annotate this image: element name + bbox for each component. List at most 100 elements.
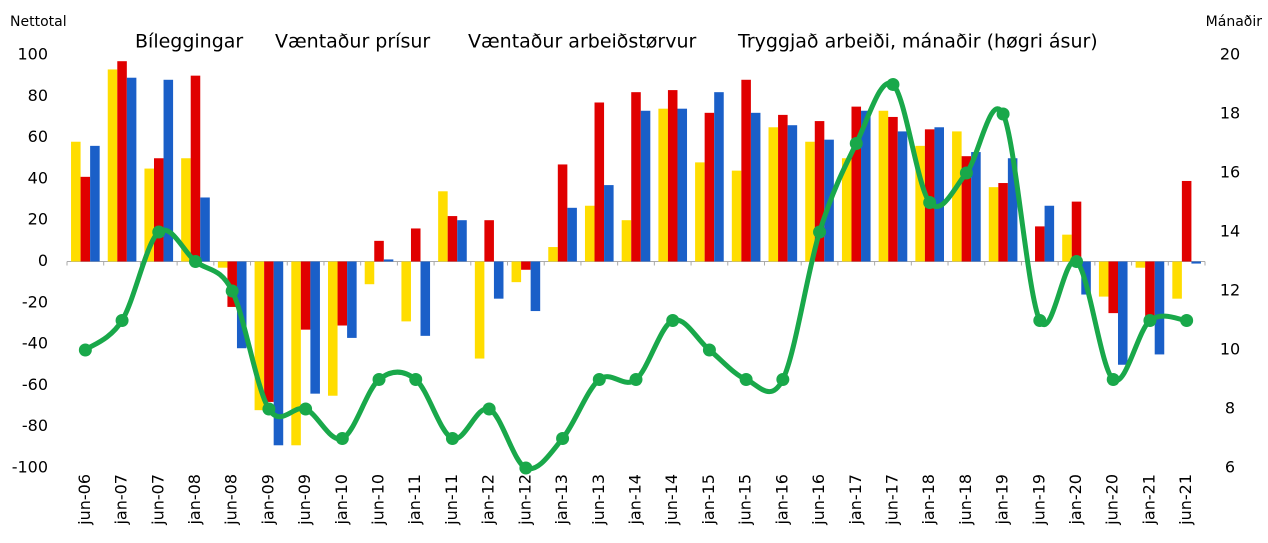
line-marker — [152, 225, 166, 239]
x-tick-label: jun-08 — [222, 474, 241, 526]
bar — [438, 191, 448, 262]
bar — [337, 261, 348, 326]
bar — [1098, 261, 1109, 297]
x-tick-label: jan-07 — [112, 474, 131, 526]
bar — [154, 158, 164, 262]
bar — [998, 183, 1008, 262]
bar — [1154, 261, 1165, 355]
line-marker — [445, 432, 459, 445]
line-marker — [1180, 314, 1194, 327]
bar — [484, 220, 494, 262]
y-tick-label: 100 — [17, 45, 48, 64]
y-axis-label: Nettotal — [10, 14, 67, 30]
line-marker — [482, 402, 496, 416]
bar — [604, 185, 614, 262]
x-tick-label: jun-19 — [1029, 474, 1048, 526]
bar — [897, 131, 908, 262]
line-marker — [739, 373, 753, 386]
bar — [117, 61, 127, 262]
bar — [300, 261, 311, 330]
x-tick-label: jun-10 — [369, 474, 388, 526]
line-marker — [225, 284, 239, 298]
y2-tick-label: 20 — [1220, 45, 1240, 64]
bar — [144, 168, 155, 262]
bar — [667, 90, 678, 262]
bar — [420, 261, 431, 336]
bar — [731, 170, 742, 262]
x-tick-label: jan-18 — [919, 474, 938, 526]
x-tick-label: jun-18 — [956, 474, 975, 526]
x-tick-label: jan-12 — [479, 474, 498, 526]
bar — [1145, 261, 1155, 324]
bar — [1035, 226, 1045, 262]
x-tick-label: jun-12 — [515, 474, 534, 526]
line-marker — [1033, 314, 1047, 327]
bar — [474, 261, 485, 359]
y-tick-label: -20 — [22, 292, 48, 311]
bar — [80, 176, 91, 262]
y2-tick-label: 12 — [1220, 281, 1240, 300]
line-marker — [813, 225, 827, 239]
x-tick-label: jan-20 — [1066, 474, 1085, 526]
bar — [878, 110, 889, 262]
line-marker — [666, 314, 680, 327]
bar — [1071, 201, 1082, 262]
bar — [1044, 205, 1055, 262]
x-tick-label: jun-17 — [882, 474, 901, 526]
bar — [695, 162, 705, 262]
bar — [988, 187, 999, 262]
x-tick-label: jan-10 — [332, 474, 351, 526]
x-tick-label: jun-21 — [1176, 474, 1195, 526]
line-marker — [556, 432, 570, 445]
bar — [961, 156, 972, 262]
bar — [163, 79, 174, 262]
bar — [924, 129, 935, 262]
x-tick-label: jan-11 — [405, 474, 424, 526]
line-marker — [299, 402, 313, 416]
y-tick-label: 0 — [38, 251, 48, 270]
y-tick-label: 60 — [28, 127, 48, 146]
bar — [264, 261, 274, 402]
x-tick-label: jan-08 — [185, 474, 204, 526]
legend-entry: Væntaður arbeiðstørvur — [468, 31, 696, 53]
bar — [254, 261, 265, 411]
line-marker — [849, 137, 863, 150]
bar — [273, 261, 284, 446]
x-tick-label: jun-07 — [148, 474, 167, 526]
y-tick-label: 80 — [28, 86, 48, 105]
line-marker — [409, 373, 423, 386]
legend-entry: Tryggjað arbeiði, mánaðir (høgri ásur) — [737, 31, 1098, 53]
line-marker — [923, 196, 937, 209]
line-marker — [78, 343, 92, 357]
bar — [1117, 261, 1128, 365]
bar — [787, 125, 798, 262]
bar — [778, 114, 788, 262]
x-tick-label: jun-15 — [736, 474, 755, 526]
bar — [310, 261, 320, 394]
bar — [714, 92, 724, 262]
bar — [236, 261, 247, 349]
bar — [521, 261, 531, 270]
line-marker — [702, 343, 716, 357]
bar — [841, 158, 852, 262]
line-marker — [1106, 373, 1120, 386]
bar — [190, 75, 201, 262]
bar — [584, 205, 595, 262]
bar — [567, 207, 577, 262]
x-tick-label: jun-14 — [662, 474, 681, 526]
bar — [814, 121, 825, 262]
x-tick-label: jun-16 — [809, 474, 828, 526]
bar — [511, 261, 522, 283]
bar — [1135, 261, 1146, 268]
y2-tick-label: 6 — [1225, 458, 1235, 477]
bar — [631, 92, 641, 262]
bar — [90, 145, 100, 262]
bar — [457, 220, 467, 262]
legend-entry: Væntaður prísur — [275, 31, 430, 53]
line-marker — [592, 373, 606, 386]
y2-tick-label: 16 — [1220, 163, 1240, 182]
bar — [548, 247, 558, 262]
bar — [952, 131, 962, 262]
line-marker — [996, 107, 1010, 121]
